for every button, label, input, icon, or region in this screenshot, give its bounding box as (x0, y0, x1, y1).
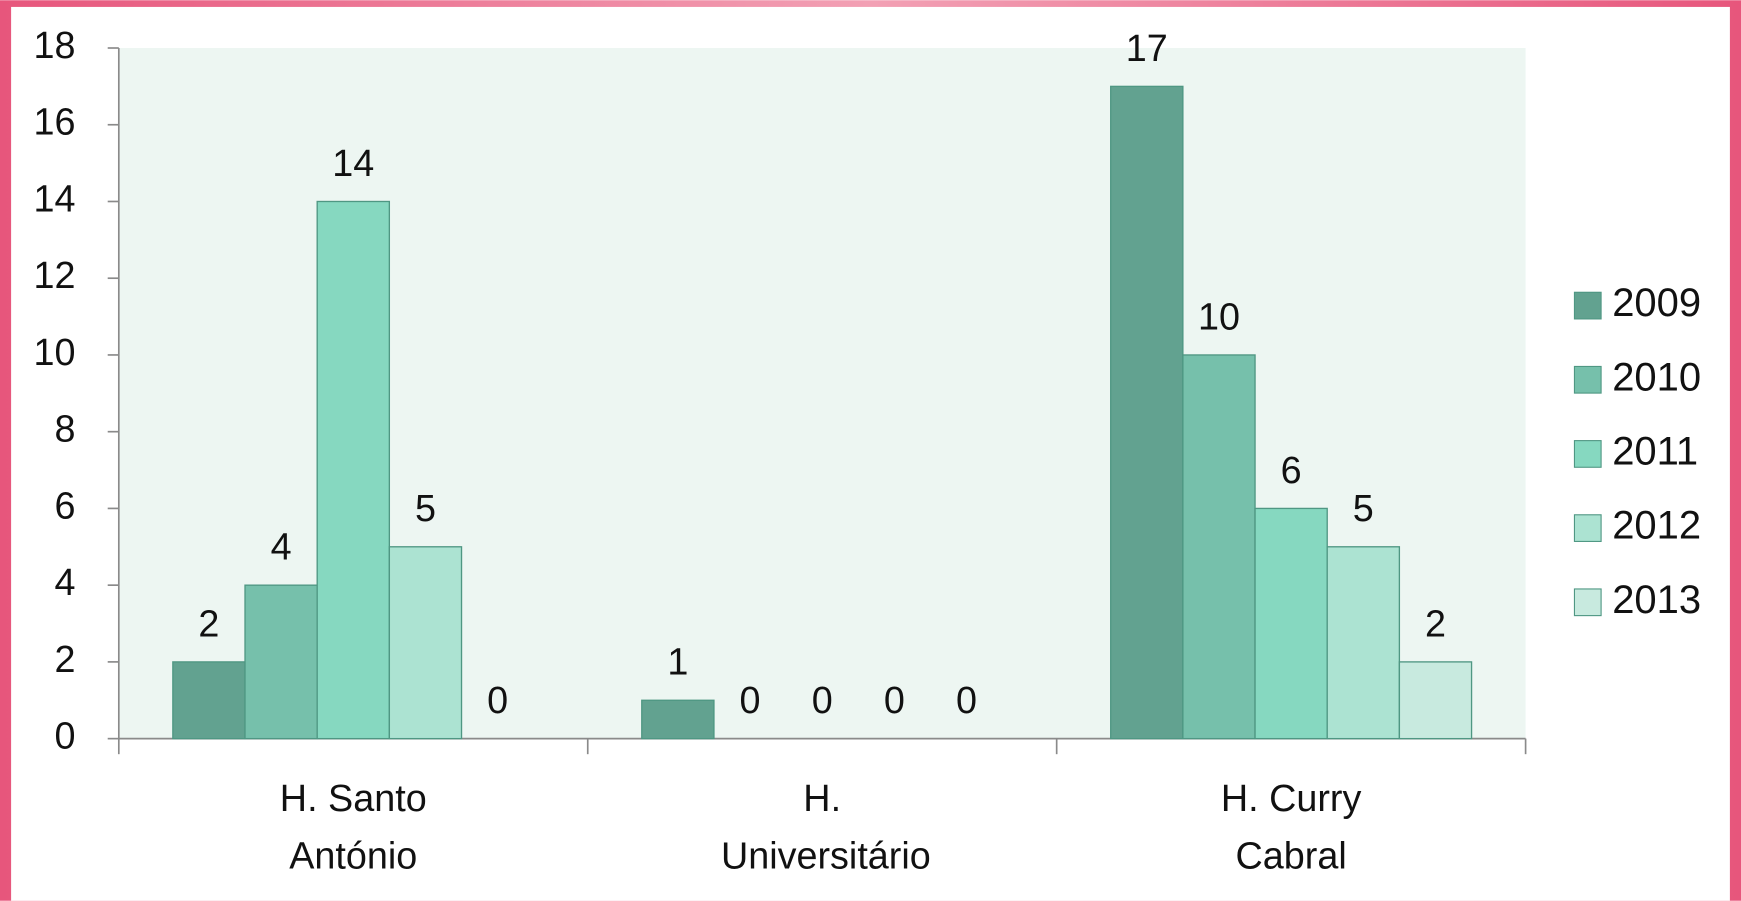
data-label: 14 (332, 142, 374, 184)
y-tick-label: 2 (55, 638, 76, 680)
x-tick-label: H. Universitário Coimbra (720, 777, 931, 878)
legend-swatch (1573, 291, 1602, 320)
data-label: 17 (1126, 27, 1168, 69)
data-label: 0 (884, 679, 905, 721)
x-tick-label: H. Curry Cabral (1220, 777, 1362, 878)
data-label: 0 (956, 679, 977, 721)
legend-label: 2009 (1612, 281, 1701, 325)
y-tick-label: 6 (55, 484, 76, 526)
legend-swatch (1573, 588, 1602, 617)
bar (172, 661, 246, 740)
legend-swatch (1573, 440, 1602, 468)
bar (1110, 85, 1184, 740)
x-label-box: H. Curry Cabral (1220, 777, 1362, 878)
data-label: 0 (812, 679, 833, 721)
legend-label: 2012 (1612, 504, 1701, 548)
data-label: 5 (415, 487, 436, 529)
legend-swatch (1573, 365, 1602, 394)
legend-label: 2010 (1612, 355, 1701, 399)
data-label: 2 (1425, 602, 1446, 644)
y-tick-label: 12 (34, 254, 76, 296)
x-label-box: H. Universitário Coimbra (720, 777, 931, 878)
bar (1326, 546, 1401, 740)
bar (316, 200, 391, 740)
data-label: 6 (1281, 449, 1302, 491)
legend-label: 2011 (1612, 430, 1698, 474)
legend-swatch (1573, 514, 1602, 542)
data-label: 2 (198, 602, 219, 644)
y-tick-label: 16 (34, 101, 76, 143)
data-label: 5 (1353, 487, 1374, 529)
bar (1254, 507, 1328, 740)
y-tick-label: 0 (55, 715, 76, 757)
data-label: 1 (667, 641, 688, 683)
bar (1398, 661, 1473, 740)
y-tick-label: 14 (34, 177, 76, 219)
data-label: 0 (487, 679, 508, 721)
bar (1182, 354, 1256, 740)
y-tick-label: 18 (34, 24, 76, 66)
data-label: 4 (271, 526, 292, 568)
y-tick-label: 10 (34, 331, 76, 373)
data-label: 10 (1198, 295, 1240, 337)
x-label-box: H. Santo António (279, 777, 427, 878)
x-tick-label: H. Santo António (279, 777, 427, 878)
bar (388, 546, 463, 740)
y-tick-label: 8 (55, 408, 76, 450)
bar (244, 584, 318, 740)
data-label: 0 (740, 679, 761, 721)
legend-label: 2013 (1612, 578, 1701, 622)
bar (641, 699, 715, 740)
y-tick-label: 4 (55, 561, 76, 603)
